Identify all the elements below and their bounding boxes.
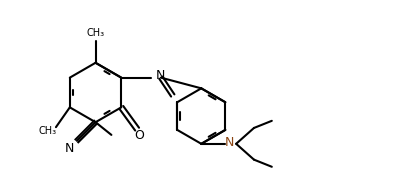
Text: CH₃: CH₃ xyxy=(87,28,104,38)
Text: N: N xyxy=(156,69,165,82)
Text: CH₃: CH₃ xyxy=(39,126,57,136)
Text: N: N xyxy=(65,142,75,155)
Text: O: O xyxy=(134,129,144,142)
Text: N: N xyxy=(225,136,234,149)
